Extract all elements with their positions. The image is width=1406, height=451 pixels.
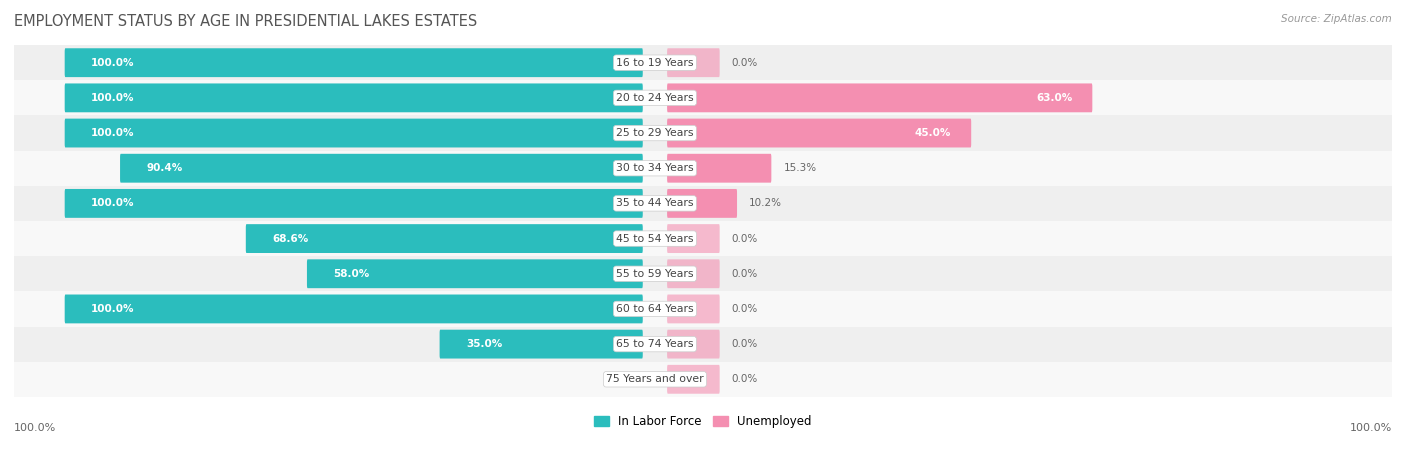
FancyBboxPatch shape xyxy=(440,330,643,359)
Text: 30 to 34 Years: 30 to 34 Years xyxy=(616,163,693,173)
Text: 100.0%: 100.0% xyxy=(91,128,135,138)
Text: 10.2%: 10.2% xyxy=(749,198,782,208)
FancyBboxPatch shape xyxy=(666,295,720,323)
Bar xyxy=(14,221,1392,256)
Text: 0.0%: 0.0% xyxy=(733,234,758,244)
Text: 63.0%: 63.0% xyxy=(1036,93,1073,103)
Text: 100.0%: 100.0% xyxy=(1350,423,1392,433)
Bar xyxy=(14,327,1392,362)
Text: 0.0%: 0.0% xyxy=(733,58,758,68)
Text: 100.0%: 100.0% xyxy=(91,58,135,68)
FancyBboxPatch shape xyxy=(120,154,643,183)
Text: 15.3%: 15.3% xyxy=(783,163,817,173)
FancyBboxPatch shape xyxy=(666,330,720,359)
FancyBboxPatch shape xyxy=(65,48,643,77)
Bar xyxy=(14,291,1392,327)
Text: Source: ZipAtlas.com: Source: ZipAtlas.com xyxy=(1281,14,1392,23)
Text: 45 to 54 Years: 45 to 54 Years xyxy=(616,234,693,244)
Legend: In Labor Force, Unemployed: In Labor Force, Unemployed xyxy=(589,411,817,433)
Text: 75 Years and over: 75 Years and over xyxy=(606,374,704,384)
Bar xyxy=(14,45,1392,80)
FancyBboxPatch shape xyxy=(666,259,720,288)
FancyBboxPatch shape xyxy=(666,365,720,394)
Bar xyxy=(14,80,1392,115)
Text: 0.0%: 0.0% xyxy=(603,374,630,384)
FancyBboxPatch shape xyxy=(666,119,972,147)
Bar xyxy=(14,362,1392,397)
Text: 100.0%: 100.0% xyxy=(91,93,135,103)
Text: 35.0%: 35.0% xyxy=(465,339,502,349)
Text: 20 to 24 Years: 20 to 24 Years xyxy=(616,93,693,103)
Text: 65 to 74 Years: 65 to 74 Years xyxy=(616,339,693,349)
FancyBboxPatch shape xyxy=(666,154,772,183)
Text: 16 to 19 Years: 16 to 19 Years xyxy=(616,58,693,68)
FancyBboxPatch shape xyxy=(246,224,643,253)
Text: 100.0%: 100.0% xyxy=(14,423,56,433)
Text: 90.4%: 90.4% xyxy=(146,163,183,173)
Text: 100.0%: 100.0% xyxy=(91,198,135,208)
Bar xyxy=(14,151,1392,186)
Text: 45.0%: 45.0% xyxy=(915,128,952,138)
FancyBboxPatch shape xyxy=(666,48,720,77)
FancyBboxPatch shape xyxy=(65,295,643,323)
Text: 25 to 29 Years: 25 to 29 Years xyxy=(616,128,693,138)
Text: 55 to 59 Years: 55 to 59 Years xyxy=(616,269,693,279)
Bar xyxy=(14,186,1392,221)
Text: 60 to 64 Years: 60 to 64 Years xyxy=(616,304,693,314)
Text: 0.0%: 0.0% xyxy=(733,269,758,279)
Text: 0.0%: 0.0% xyxy=(733,374,758,384)
FancyBboxPatch shape xyxy=(666,189,737,218)
FancyBboxPatch shape xyxy=(666,224,720,253)
Text: 100.0%: 100.0% xyxy=(91,304,135,314)
Text: 0.0%: 0.0% xyxy=(733,304,758,314)
Bar xyxy=(14,256,1392,291)
Bar xyxy=(14,115,1392,151)
FancyBboxPatch shape xyxy=(307,259,643,288)
Text: EMPLOYMENT STATUS BY AGE IN PRESIDENTIAL LAKES ESTATES: EMPLOYMENT STATUS BY AGE IN PRESIDENTIAL… xyxy=(14,14,477,28)
FancyBboxPatch shape xyxy=(65,189,643,218)
Text: 68.6%: 68.6% xyxy=(273,234,308,244)
FancyBboxPatch shape xyxy=(666,83,1092,112)
FancyBboxPatch shape xyxy=(65,119,643,147)
Text: 0.0%: 0.0% xyxy=(733,339,758,349)
FancyBboxPatch shape xyxy=(65,83,643,112)
Text: 35 to 44 Years: 35 to 44 Years xyxy=(616,198,693,208)
Text: 58.0%: 58.0% xyxy=(333,269,370,279)
